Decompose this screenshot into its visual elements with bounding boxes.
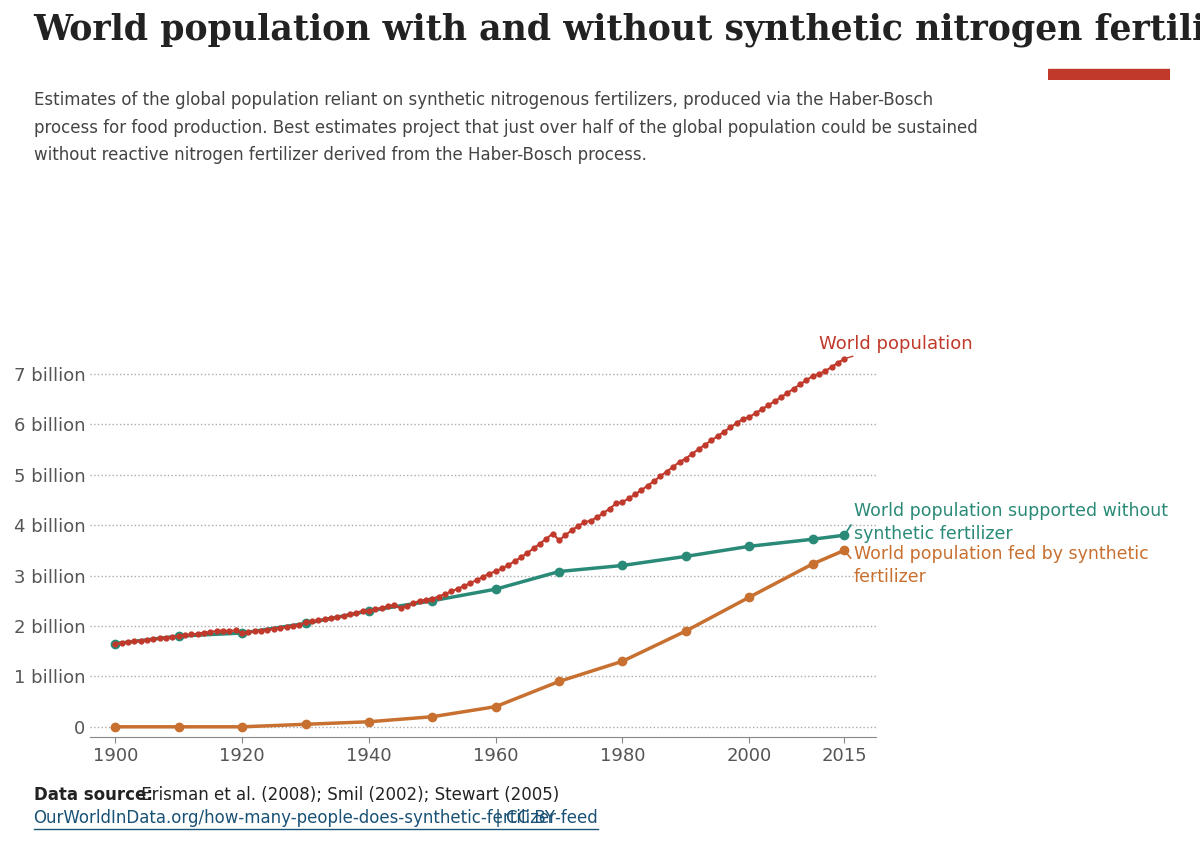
- Text: World population fed by synthetic
fertilizer: World population fed by synthetic fertil…: [854, 545, 1148, 586]
- Text: World population with and without synthetic nitrogen fertilizers: World population with and without synthe…: [34, 13, 1200, 47]
- Text: World population supported without
synthetic fertilizer: World population supported without synth…: [854, 501, 1168, 544]
- Text: Our World: Our World: [1061, 23, 1157, 41]
- Text: World population: World population: [818, 335, 972, 358]
- Text: Data source:: Data source:: [34, 786, 152, 804]
- Text: Estimates of the global population reliant on synthetic nitrogenous fertilizers,: Estimates of the global population relia…: [34, 91, 977, 163]
- Text: Erisman et al. (2008); Smil (2002); Stewart (2005): Erisman et al. (2008); Smil (2002); Stew…: [136, 786, 559, 804]
- Text: OurWorldInData.org/how-many-people-does-synthetic-fertilizer-feed: OurWorldInData.org/how-many-people-does-…: [34, 809, 599, 827]
- Text: in Data: in Data: [1075, 44, 1142, 62]
- Text: | CC BY: | CC BY: [490, 809, 554, 827]
- Bar: [1048, 69, 1170, 80]
